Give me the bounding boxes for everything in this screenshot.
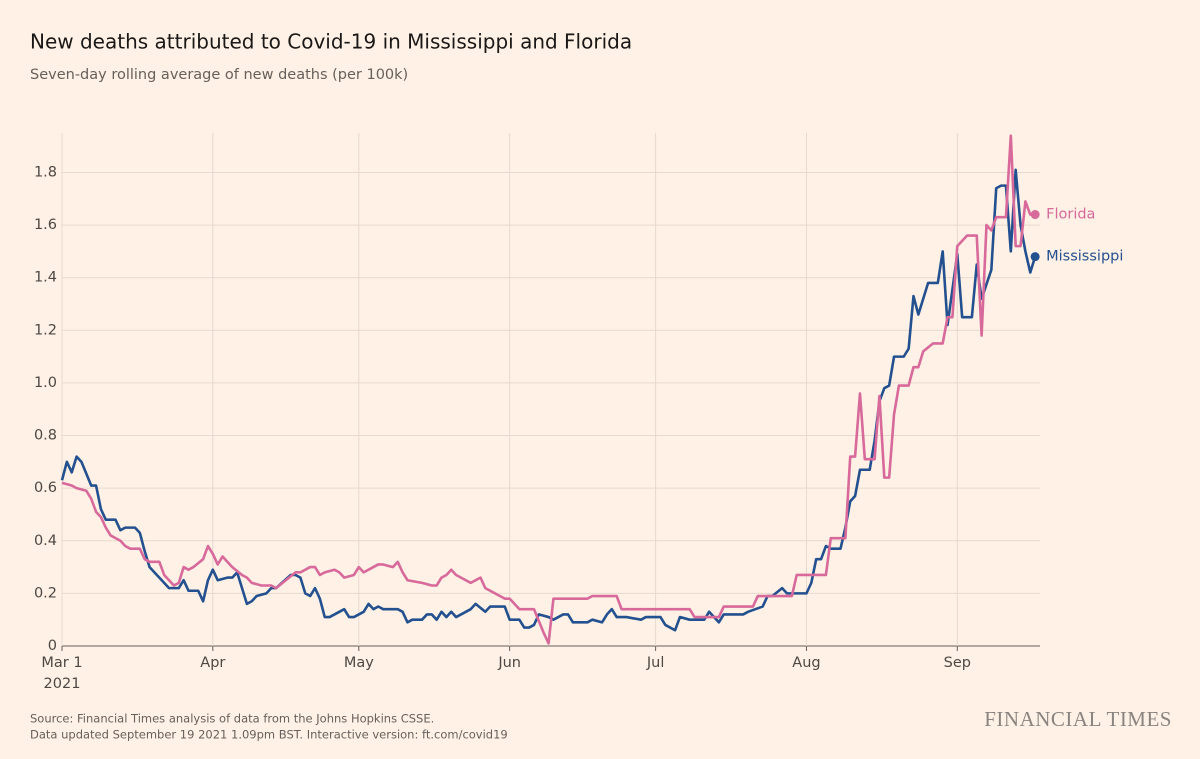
series-label: Florida bbox=[1046, 207, 1095, 223]
y-tick-label: 0.2 bbox=[34, 585, 57, 601]
y-tick-label: 1.4 bbox=[34, 270, 57, 286]
x-tick-label: Aug bbox=[792, 655, 820, 671]
series-line bbox=[60, 168, 1037, 632]
y-tick-label: 0.4 bbox=[34, 533, 57, 549]
x-tick-label: Sep bbox=[944, 655, 971, 671]
x-tick-label: Jul bbox=[646, 655, 665, 671]
x-tick-label: Jun bbox=[497, 655, 521, 671]
end-point bbox=[1030, 210, 1040, 220]
y-tick-label: 1.6 bbox=[34, 217, 57, 233]
x-tick-label: May bbox=[344, 655, 374, 671]
series-line bbox=[61, 134, 1036, 645]
y-tick-label: 1.8 bbox=[34, 164, 57, 180]
x-tick-label: Apr bbox=[200, 655, 225, 671]
chart-subtitle: Seven-day rolling average of new deaths … bbox=[30, 67, 408, 83]
y-tick-label: 0.6 bbox=[34, 480, 57, 496]
y-tick-label: 1.0 bbox=[34, 375, 57, 391]
y-tick-label: 0.8 bbox=[34, 428, 57, 444]
end-point bbox=[1030, 252, 1040, 262]
chart-title: New deaths attributed to Covid-19 in Mis… bbox=[30, 30, 632, 54]
x-tick-label: Mar 1 2021 bbox=[41, 655, 82, 692]
brand-logo: FINANCIAL TIMES bbox=[984, 707, 1172, 731]
y-tick-label: 0 bbox=[48, 638, 57, 654]
y-tick-label: 1.2 bbox=[34, 322, 57, 338]
source-note: Source: Financial Times analysis of data… bbox=[30, 712, 434, 726]
update-note: Data updated September 19 2021 1.09pm BS… bbox=[30, 728, 508, 742]
series-label: Mississippi bbox=[1046, 249, 1123, 265]
